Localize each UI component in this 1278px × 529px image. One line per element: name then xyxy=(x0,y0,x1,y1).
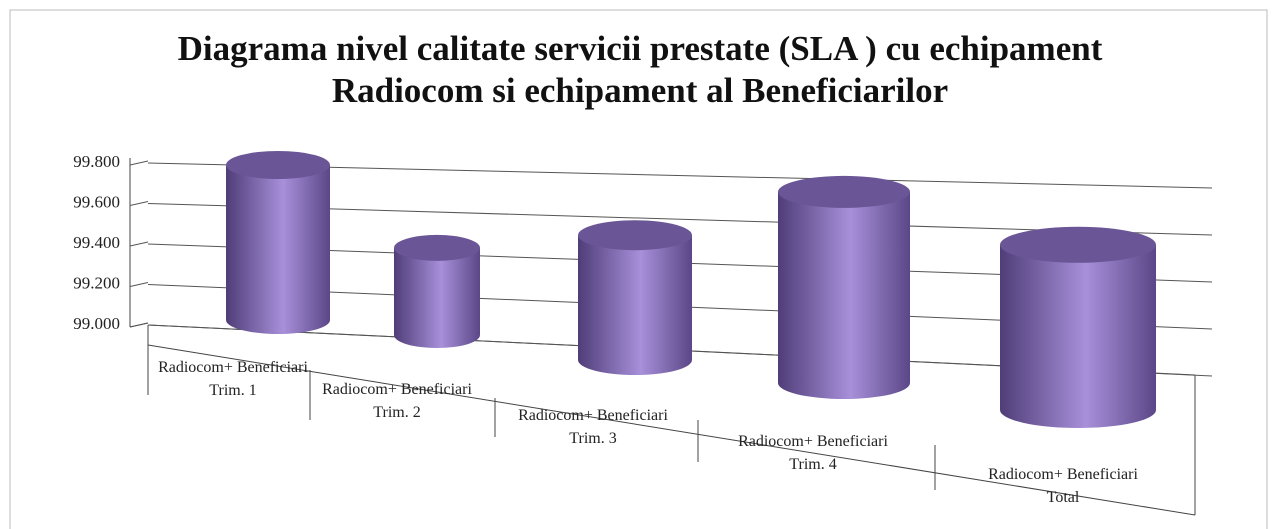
x-tick-label: Radiocom+ Beneficiari Trim. 4 xyxy=(738,433,888,473)
x-tick-label: Radiocom+ Beneficiari Trim. 2 xyxy=(322,381,472,421)
cylinder-top xyxy=(778,175,910,208)
cylinder-body xyxy=(1000,244,1156,428)
x-tick-label: Radiocom+ Beneficiari Total xyxy=(988,466,1138,506)
cylinder-top xyxy=(1000,226,1156,263)
tick-mark xyxy=(129,322,149,328)
x-tick-label: Radiocom+ Beneficiari Trim. 3 xyxy=(518,407,668,447)
cylinder-body xyxy=(578,235,692,375)
tick-mark xyxy=(129,201,149,206)
cylinder-top xyxy=(394,234,480,261)
cylinder-body xyxy=(778,191,910,399)
cylinder-top xyxy=(226,150,330,179)
tick-mark xyxy=(129,241,149,247)
y-tick-label: 99.200 xyxy=(73,273,120,292)
tick-mark xyxy=(129,160,149,166)
y-tick-label: 99.600 xyxy=(73,192,120,211)
cylinder-body xyxy=(394,247,480,348)
y-tick-label: 99.000 xyxy=(73,314,120,333)
y-tick-label: 99.800 xyxy=(73,152,120,171)
x-tick-label: Radiocom+ Beneficiari Trim. 1 xyxy=(158,359,308,399)
chart-title: Diagrama nivel calitate servicii prestat… xyxy=(177,29,1103,110)
y-tick-label: 99.400 xyxy=(73,233,120,252)
frame xyxy=(9,9,1268,529)
tick-mark xyxy=(129,282,149,287)
cylinder-body xyxy=(226,164,330,334)
cylinder-top xyxy=(578,220,692,251)
